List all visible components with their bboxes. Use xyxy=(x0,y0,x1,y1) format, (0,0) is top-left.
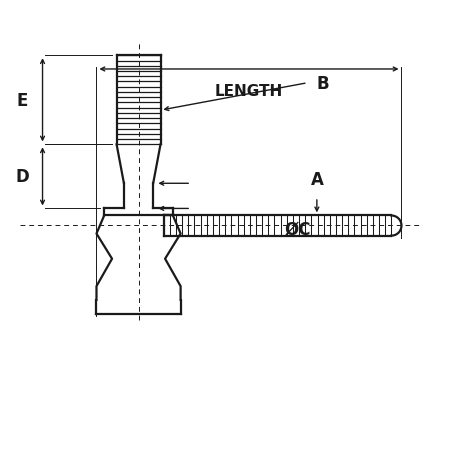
Text: ØC: ØC xyxy=(284,220,311,239)
Text: LENGTH: LENGTH xyxy=(214,84,282,99)
Text: B: B xyxy=(316,74,329,92)
Text: A: A xyxy=(310,170,323,189)
Text: D: D xyxy=(15,168,29,186)
Text: E: E xyxy=(16,92,28,110)
